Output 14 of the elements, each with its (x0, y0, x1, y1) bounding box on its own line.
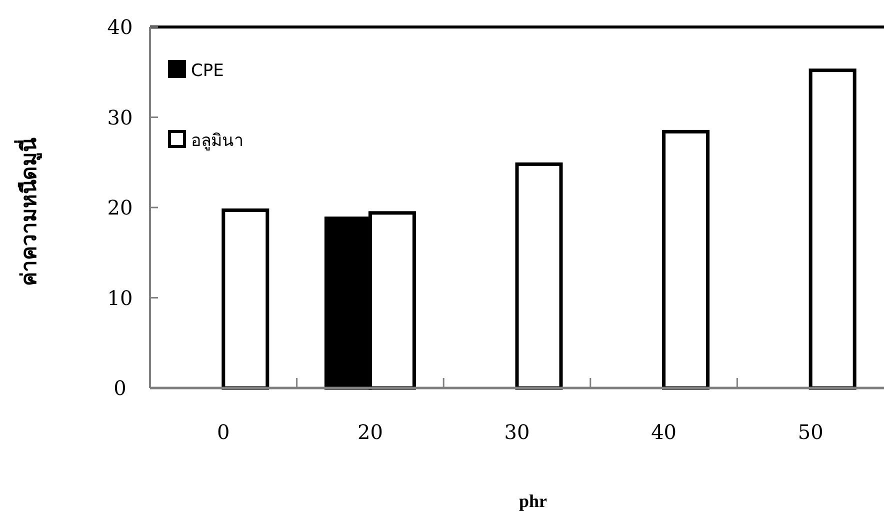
x-axis-title: phr (518, 491, 548, 511)
y-axis-title: ค่าความหนืดมูนี่ (13, 137, 43, 286)
y-tick-label: 20 (107, 196, 133, 220)
y-tick-label: 0 (114, 376, 126, 400)
legend-label: อลูมินา (191, 131, 244, 151)
y-tick-label: 30 (107, 105, 133, 130)
y-tick-label: 10 (107, 286, 133, 310)
y-tick-label: 40 (107, 15, 133, 39)
legend-label: CPE (191, 61, 224, 81)
x-tick-label: 20 (357, 420, 383, 444)
x-tick-label: 40 (651, 420, 677, 444)
x-tick-label: 0 (217, 420, 230, 444)
x-tick-label: 30 (504, 420, 530, 444)
x-tick-label: 50 (798, 420, 824, 444)
